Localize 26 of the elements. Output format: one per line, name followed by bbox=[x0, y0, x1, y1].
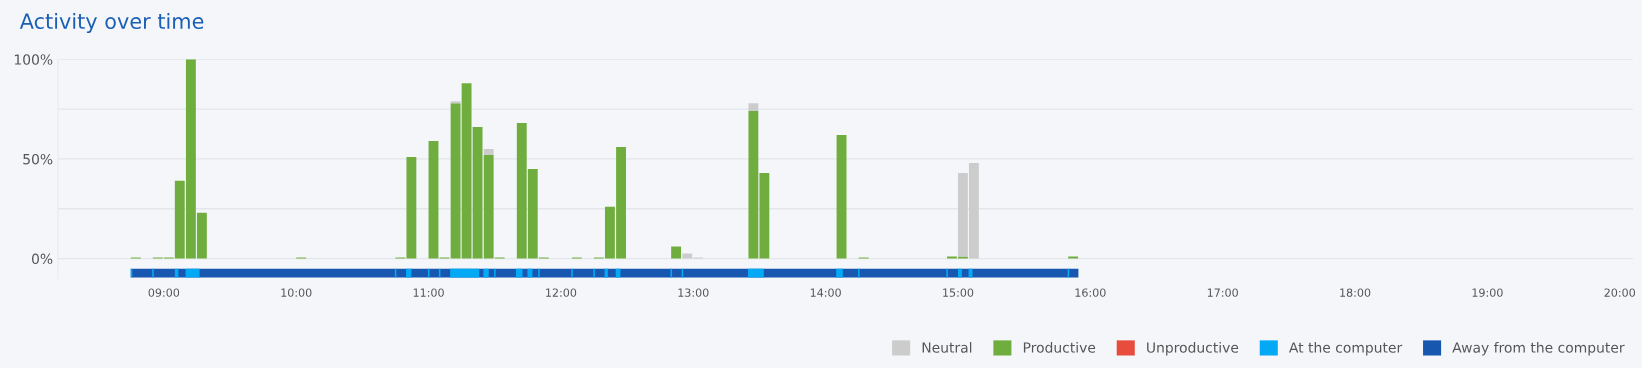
x-tick-label: 10:00 bbox=[281, 288, 312, 297]
x-tick-label: 13:00 bbox=[678, 288, 709, 297]
x-tick-label: 09:00 bbox=[148, 288, 180, 297]
bar bbox=[748, 103, 759, 112]
bar bbox=[428, 140, 439, 259]
x-tick-label: 16:00 bbox=[1075, 288, 1106, 297]
bar bbox=[836, 135, 847, 259]
x-tick-label: 11:00 bbox=[413, 288, 444, 297]
chart-title: Activity over time bbox=[19, 12, 204, 34]
y-tick-label: 50% bbox=[23, 153, 53, 165]
x-tick-label: 15:00 bbox=[943, 288, 974, 297]
x-tick-label: 12:00 bbox=[546, 288, 577, 297]
x-tick-label: 18:00 bbox=[1340, 288, 1371, 297]
x-tick-label: 20:00 bbox=[1604, 288, 1636, 297]
legend-label: Neutral bbox=[922, 342, 972, 353]
x-tick-label: 17:00 bbox=[1207, 288, 1238, 297]
y-tick-label: 100% bbox=[14, 54, 53, 65]
legend-label: Productive bbox=[1023, 342, 1096, 353]
legend-label: Away from the computer bbox=[1452, 342, 1625, 356]
y-tick-label: 0% bbox=[31, 253, 53, 265]
x-tick-label: 19:00 bbox=[1472, 288, 1503, 297]
x-tick-label: 14:00 bbox=[810, 288, 841, 297]
legend-label: Unproductive bbox=[1147, 342, 1239, 356]
bar bbox=[483, 148, 494, 155]
bar bbox=[671, 246, 682, 259]
legend-label: At the computer bbox=[1289, 342, 1403, 356]
